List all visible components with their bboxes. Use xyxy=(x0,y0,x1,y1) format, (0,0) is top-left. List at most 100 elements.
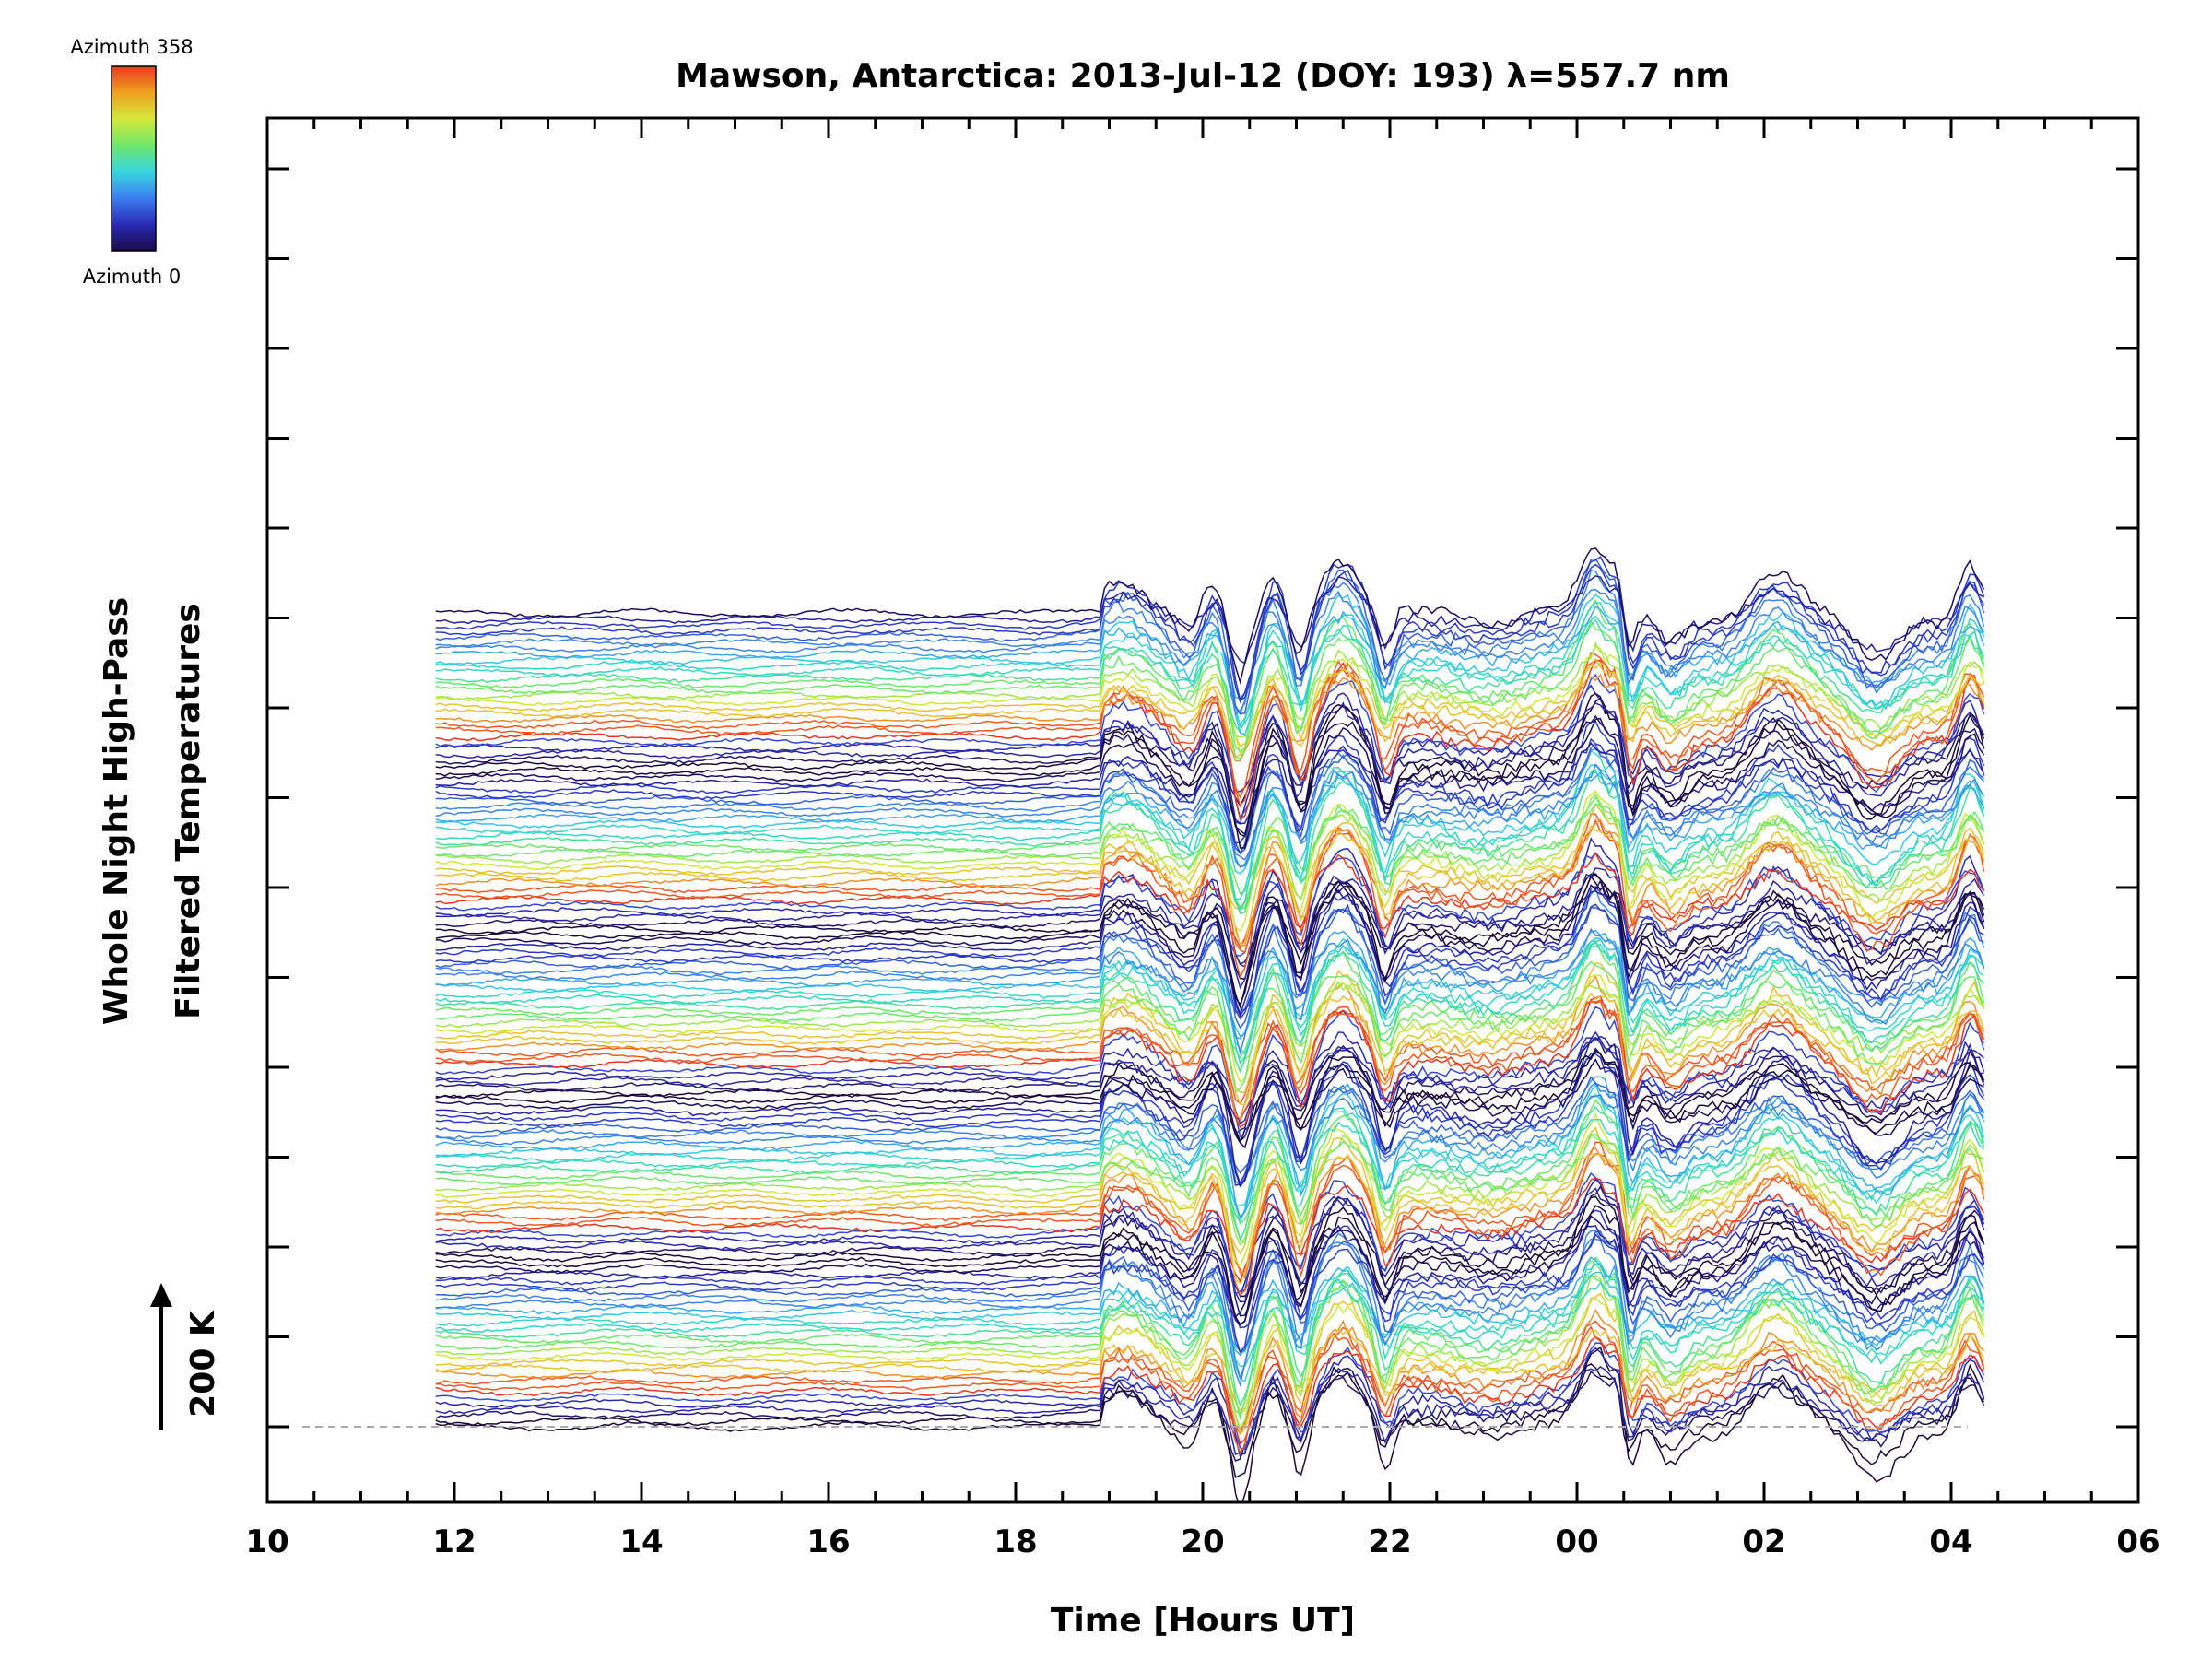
series-line xyxy=(435,1335,1984,1445)
series-line xyxy=(435,981,1984,1074)
series-line xyxy=(435,547,1985,685)
x-tick-label: 04 xyxy=(1929,1524,1972,1560)
series-line xyxy=(435,558,1985,715)
x-tick-label: 20 xyxy=(1181,1524,1224,1560)
series-line xyxy=(435,1153,1984,1255)
x-tick-label: 14 xyxy=(619,1524,663,1560)
series-line xyxy=(435,652,1985,799)
series-line xyxy=(435,594,1985,735)
series-line xyxy=(435,1112,1985,1267)
series-line xyxy=(435,794,1985,911)
series-line xyxy=(435,1259,1985,1421)
series-line xyxy=(435,563,1985,704)
series-line xyxy=(435,937,1985,1056)
colorbar-top-label: Azimuth 358 xyxy=(70,36,193,58)
series-line xyxy=(435,1106,1985,1242)
series-line xyxy=(435,878,1985,966)
series-line xyxy=(435,960,1985,1059)
x-tick-label: 16 xyxy=(806,1524,850,1560)
series-line xyxy=(435,737,1985,844)
scale-arrow-head xyxy=(150,1283,172,1307)
series-line xyxy=(435,771,1985,869)
series-line xyxy=(435,714,1985,808)
colorbar xyxy=(111,65,157,252)
series-line xyxy=(435,1230,1985,1354)
tick-layer xyxy=(265,118,2140,1502)
series-line xyxy=(435,1195,1985,1325)
series-line xyxy=(435,903,1984,1018)
series-line xyxy=(435,1320,1985,1453)
series-line xyxy=(435,1256,1985,1357)
series-line xyxy=(435,684,1985,825)
series-line xyxy=(435,657,1985,758)
x-tick-label: 12 xyxy=(432,1524,476,1560)
series-line xyxy=(435,697,1985,849)
chart-title: Mawson, Antarctica: 2013-Jul-12 (DOY: 19… xyxy=(676,57,1730,95)
series-line xyxy=(435,1048,1985,1145)
series-line xyxy=(435,1271,1985,1353)
series-line xyxy=(435,588,1985,716)
series-line xyxy=(435,749,1985,900)
series-line xyxy=(435,942,1985,1094)
series-line xyxy=(435,888,1985,1017)
series-line xyxy=(435,1099,1985,1245)
series-line xyxy=(435,673,1985,762)
x-tick-label: 18 xyxy=(994,1524,1037,1560)
series-line xyxy=(435,1205,1985,1298)
series-line xyxy=(435,1233,1984,1329)
series-line xyxy=(435,812,1985,979)
series-line xyxy=(435,556,1985,701)
x-tick-label: 22 xyxy=(1368,1524,1411,1560)
scale-bar: 200 K xyxy=(150,1283,222,1430)
series-line xyxy=(435,1037,1985,1121)
series-line xyxy=(435,802,1985,895)
series-line xyxy=(435,1177,1985,1283)
x-tick-label: 00 xyxy=(1555,1524,1598,1560)
x-axis-label: Time [Hours UT] xyxy=(1051,1602,1355,1640)
series-line xyxy=(435,974,1985,1121)
series-line xyxy=(435,1325,1985,1436)
series-line xyxy=(435,1347,1985,1458)
scale-bar-label: 200 K xyxy=(184,1310,222,1418)
series-line xyxy=(435,1081,1985,1188)
series-line xyxy=(435,1126,1985,1285)
tick-label-layer: 10 12 14 16 18 20 22 00 02 04 06 xyxy=(245,1524,2159,1560)
y-axis-label-line2: Filtered Temperatures xyxy=(170,603,207,1019)
series-line xyxy=(435,1152,1985,1279)
x-tick-label: 02 xyxy=(1742,1524,1785,1560)
series-line xyxy=(435,771,1985,912)
series-line xyxy=(435,1118,1985,1206)
series-line xyxy=(435,824,1985,910)
series-line xyxy=(435,1147,1985,1275)
series-line xyxy=(435,1281,1985,1368)
y-axis-label-line1: Whole Night High-Pass xyxy=(98,597,135,1025)
series-line xyxy=(435,943,1984,1065)
colorbar-legend: Azimuth 358 Azimuth 0 xyxy=(70,36,193,288)
series-line xyxy=(435,994,1985,1128)
series-line xyxy=(435,1274,1985,1430)
series-line xyxy=(435,1076,1985,1174)
series-line xyxy=(435,720,1985,855)
series-line xyxy=(435,619,1985,753)
series-line xyxy=(435,1076,1985,1220)
x-tick-label: 06 xyxy=(2116,1524,2159,1560)
series-line xyxy=(435,618,1985,734)
series-line xyxy=(435,962,1985,1106)
series-line xyxy=(435,1187,1985,1299)
series-line xyxy=(435,575,1984,665)
series-line xyxy=(435,795,1985,911)
series-line xyxy=(435,717,1985,836)
series-line xyxy=(435,701,1985,793)
series-line xyxy=(435,742,1985,825)
series-line xyxy=(435,1047,1985,1185)
series-line xyxy=(435,974,1985,1083)
series-line xyxy=(435,659,1985,820)
series-line xyxy=(435,1133,1984,1225)
x-tick-label: 10 xyxy=(245,1524,288,1560)
series-line xyxy=(435,1141,1985,1296)
series-line xyxy=(435,802,1985,947)
series-line xyxy=(435,1058,1984,1149)
series-line xyxy=(435,1185,1985,1317)
series-line xyxy=(435,606,1985,700)
